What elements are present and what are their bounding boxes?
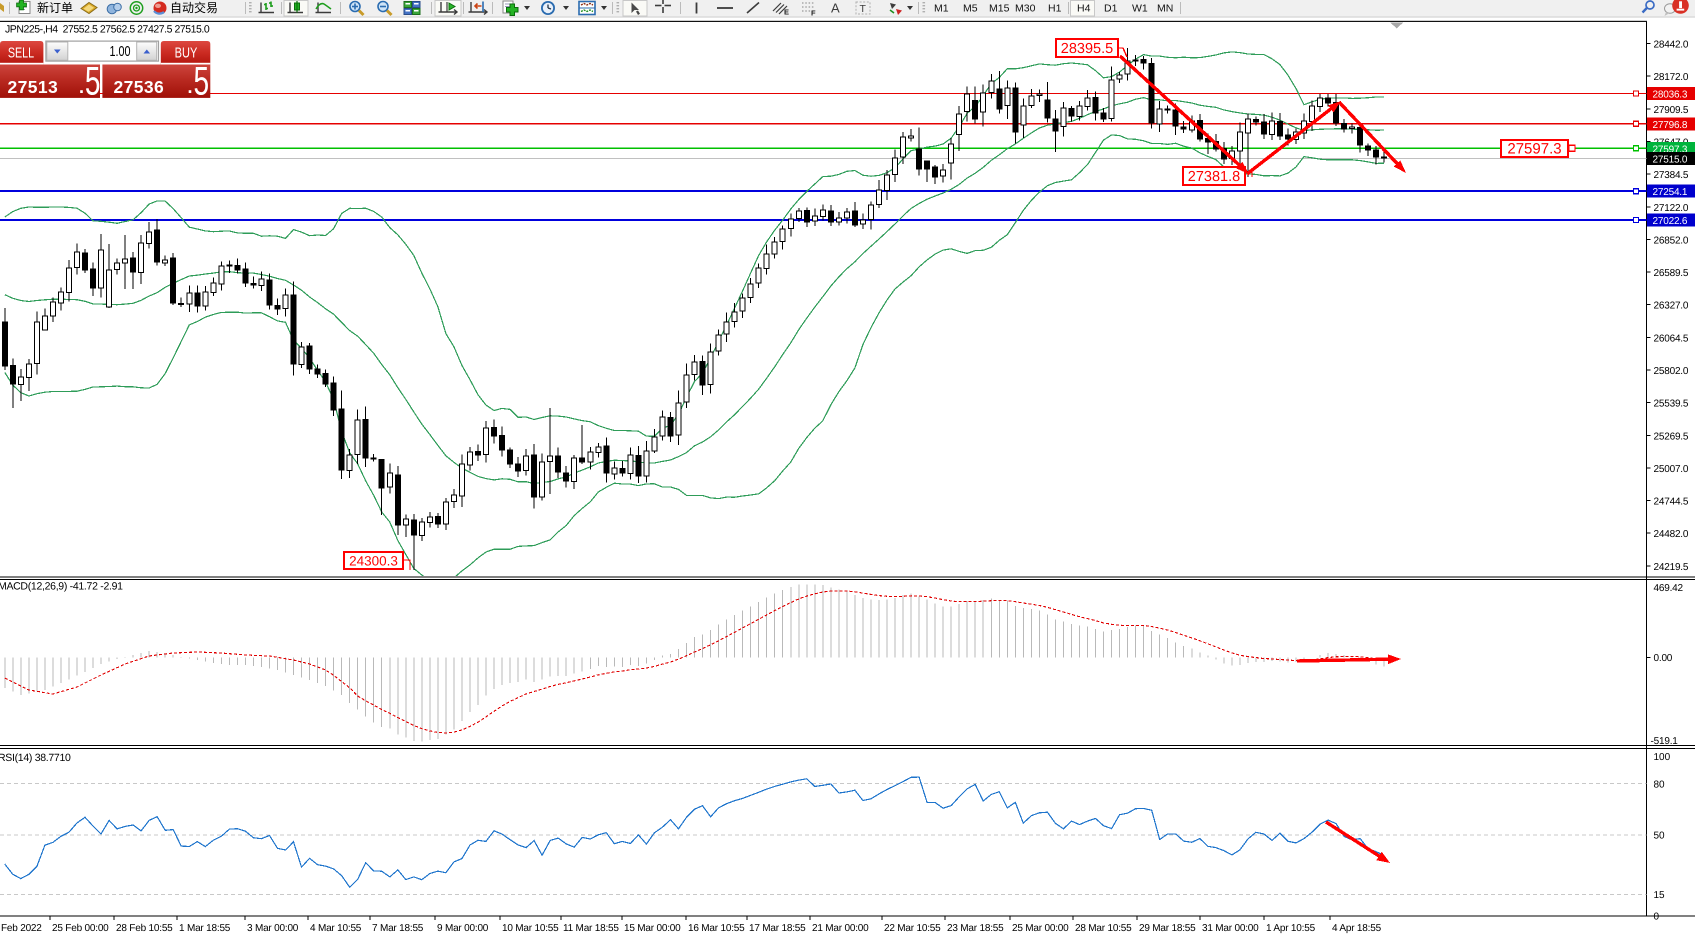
svg-text:21 Mar 00:00: 21 Mar 00:00 xyxy=(812,923,869,934)
svg-text:0: 0 xyxy=(1654,912,1660,923)
svg-text:H4: H4 xyxy=(1077,3,1091,15)
svg-text:24744.5: 24744.5 xyxy=(1654,497,1689,508)
svg-text:28036.3: 28036.3 xyxy=(1653,90,1688,101)
svg-text:25 Mar 00:00: 25 Mar 00:00 xyxy=(1012,923,1069,934)
svg-text:27515.0: 27515.0 xyxy=(1653,155,1688,166)
svg-text:1.00: 1.00 xyxy=(110,42,131,59)
svg-text:26327.0: 26327.0 xyxy=(1654,301,1689,312)
svg-text:11 Mar 18:55: 11 Mar 18:55 xyxy=(563,923,619,934)
svg-text:15 Mar 00:00: 15 Mar 00:00 xyxy=(624,923,681,934)
svg-text:15: 15 xyxy=(1654,890,1666,901)
svg-text:M1: M1 xyxy=(934,3,949,15)
svg-text:25802.0: 25802.0 xyxy=(1654,366,1689,377)
svg-text:27513: 27513 xyxy=(8,77,59,97)
svg-text:1 Apr 10:55: 1 Apr 10:55 xyxy=(1266,923,1316,934)
svg-text:H1: H1 xyxy=(1048,3,1062,15)
svg-text:27536: 27536 xyxy=(114,77,165,97)
svg-text:22 Mar 10:55: 22 Mar 10:55 xyxy=(884,923,941,934)
svg-text:D1: D1 xyxy=(1104,3,1118,15)
svg-text:27597.3: 27597.3 xyxy=(1653,144,1688,155)
svg-text:9 Mar 00:00: 9 Mar 00:00 xyxy=(437,923,489,934)
svg-text:28 Mar 10:55: 28 Mar 10:55 xyxy=(1075,923,1132,934)
svg-text:4 Apr 18:55: 4 Apr 18:55 xyxy=(1332,923,1382,934)
svg-text:28172.0: 28172.0 xyxy=(1654,72,1689,83)
svg-text:5: 5 xyxy=(85,60,101,104)
svg-text:27022.6: 27022.6 xyxy=(1653,216,1688,227)
svg-text:5: 5 xyxy=(193,60,209,104)
svg-text:28 Feb 10:55: 28 Feb 10:55 xyxy=(116,923,173,934)
svg-text:3 Mar 00:00: 3 Mar 00:00 xyxy=(247,923,299,934)
svg-text:M15: M15 xyxy=(989,3,1010,15)
svg-text:4 Mar 10:55: 4 Mar 10:55 xyxy=(310,923,362,934)
svg-text:新订单: 新订单 xyxy=(37,0,73,15)
svg-text:RSI(14) 38.7710: RSI(14) 38.7710 xyxy=(0,752,71,764)
svg-text:31 Mar 00:00: 31 Mar 00:00 xyxy=(1202,923,1259,934)
svg-text:25539.5: 25539.5 xyxy=(1654,399,1689,410)
svg-text:24482.0: 24482.0 xyxy=(1654,529,1689,540)
svg-text:MN: MN xyxy=(1157,3,1173,15)
svg-text:469.42: 469.42 xyxy=(1654,583,1684,594)
svg-text:1 Mar 18:55: 1 Mar 18:55 xyxy=(179,923,231,934)
svg-text:26064.5: 26064.5 xyxy=(1654,333,1689,344)
svg-text:100: 100 xyxy=(1654,752,1671,763)
svg-text:.: . xyxy=(79,77,84,97)
svg-text:M30: M30 xyxy=(1015,3,1036,15)
svg-text:25 Feb 00:00: 25 Feb 00:00 xyxy=(52,923,109,934)
svg-text:23 Mar 18:55: 23 Mar 18:55 xyxy=(947,923,1004,934)
svg-text:24300.3: 24300.3 xyxy=(349,554,398,569)
svg-text:26852.0: 26852.0 xyxy=(1654,235,1689,246)
svg-text:27909.5: 27909.5 xyxy=(1654,105,1689,116)
svg-text:0.00: 0.00 xyxy=(1654,653,1673,664)
svg-text:26589.5: 26589.5 xyxy=(1654,268,1689,279)
svg-text:T: T xyxy=(860,3,867,15)
svg-text:16 Mar 10:55: 16 Mar 10:55 xyxy=(688,923,745,934)
svg-text:27796.8: 27796.8 xyxy=(1653,120,1688,131)
svg-text:27384.5: 27384.5 xyxy=(1654,170,1689,181)
svg-text:MACD(12,26,9) -41.72 -2.91: MACD(12,26,9) -41.72 -2.91 xyxy=(0,581,123,593)
svg-text:50: 50 xyxy=(1654,831,1666,842)
svg-text:27381.8: 27381.8 xyxy=(1188,169,1240,185)
svg-text:7 Mar 18:55: 7 Mar 18:55 xyxy=(372,923,424,934)
svg-text:E: E xyxy=(784,8,789,17)
svg-text:27254.1: 27254.1 xyxy=(1653,187,1688,198)
svg-text:JPN225-,H4 27552.5 27562.5 27: JPN225-,H4 27552.5 27562.5 27427.5 27515… xyxy=(5,24,210,36)
svg-text:10 Mar 10:55: 10 Mar 10:55 xyxy=(502,923,559,934)
svg-text:Feb 2022: Feb 2022 xyxy=(1,923,42,934)
svg-text:F: F xyxy=(811,9,816,18)
svg-text:17 Mar 18:55: 17 Mar 18:55 xyxy=(749,923,806,934)
svg-text:自动交易: 自动交易 xyxy=(170,0,218,15)
svg-text:27122.0: 27122.0 xyxy=(1654,203,1689,214)
svg-text:80: 80 xyxy=(1654,780,1666,791)
svg-text:27597.3: 27597.3 xyxy=(1507,141,1561,158)
svg-text:W1: W1 xyxy=(1132,3,1148,15)
svg-text:.: . xyxy=(188,77,193,97)
svg-text:-519.1: -519.1 xyxy=(1651,736,1679,747)
svg-text:SELL: SELL xyxy=(8,44,34,61)
svg-text:29 Mar 18:55: 29 Mar 18:55 xyxy=(1139,923,1196,934)
svg-text:25269.5: 25269.5 xyxy=(1654,431,1689,442)
svg-text:A: A xyxy=(831,1,840,16)
svg-text:BUY: BUY xyxy=(175,44,198,61)
svg-text:28442.0: 28442.0 xyxy=(1654,40,1689,51)
svg-text:28395.5: 28395.5 xyxy=(1061,41,1113,57)
svg-text:24219.5: 24219.5 xyxy=(1654,562,1689,573)
svg-text:M5: M5 xyxy=(963,3,978,15)
svg-text:25007.0: 25007.0 xyxy=(1654,464,1689,475)
